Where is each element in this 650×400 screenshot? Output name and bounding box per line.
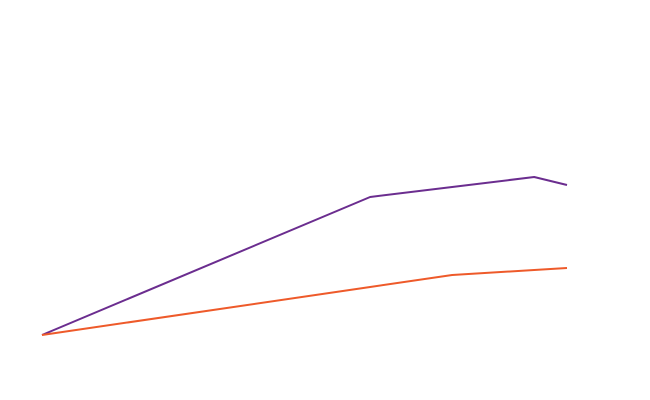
line-series	[41, 176, 568, 336]
line-series	[41, 267, 568, 336]
